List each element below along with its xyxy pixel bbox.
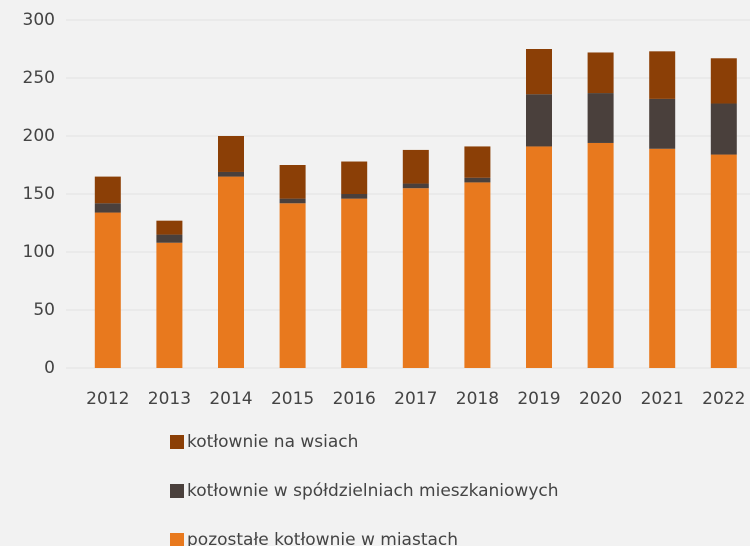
bar-segment xyxy=(526,94,552,147)
bar-segment xyxy=(218,136,244,172)
y-tick-label: 300 xyxy=(23,10,55,30)
x-tick-label: 2020 xyxy=(579,389,622,409)
y-tick-label: 250 xyxy=(23,68,55,88)
bar-segment xyxy=(710,154,737,368)
x-tick-label: 2013 xyxy=(148,389,191,409)
bar-segment xyxy=(279,203,306,368)
y-tick-label: 0 xyxy=(44,358,55,378)
legend-swatch xyxy=(170,484,184,498)
bar-segment xyxy=(649,148,676,368)
x-tick-label: 2018 xyxy=(456,389,499,409)
bar-segment xyxy=(218,176,244,368)
bar-segment xyxy=(341,198,368,368)
x-tick-label: 2021 xyxy=(641,389,684,409)
bar-segment xyxy=(464,146,491,178)
bar-segment xyxy=(464,182,491,368)
legend-swatch xyxy=(170,435,184,449)
x-tick-label: 2016 xyxy=(333,389,376,409)
y-tick-label: 200 xyxy=(23,126,55,146)
bar-segment xyxy=(156,234,183,243)
x-tick-label: 2015 xyxy=(271,389,314,409)
bar-segment xyxy=(279,165,306,199)
x-tick-label: 2017 xyxy=(394,389,437,409)
bar-segment xyxy=(587,142,614,368)
bar-segment xyxy=(402,183,429,189)
bar-segment xyxy=(710,58,737,104)
bar-segment xyxy=(279,198,306,204)
y-tick-label: 50 xyxy=(33,300,55,320)
bar-segment xyxy=(526,49,552,95)
bar-segment xyxy=(402,149,429,184)
bar-segment xyxy=(464,177,491,183)
x-tick-label: 2012 xyxy=(86,389,129,409)
bar-segment xyxy=(341,194,368,199)
bar-segment xyxy=(649,98,676,149)
bar-segment xyxy=(341,161,368,194)
bar-segment xyxy=(587,52,614,94)
x-tick-label: 2022 xyxy=(702,389,745,409)
legend-swatch xyxy=(170,533,184,546)
legend-label: kotłownie w spółdzielniach mieszkaniowyc… xyxy=(187,481,559,501)
y-tick-label: 150 xyxy=(23,184,55,204)
bar-segment xyxy=(94,203,121,213)
bar-segment xyxy=(218,171,244,177)
bar-segment xyxy=(156,220,183,235)
bar-segment xyxy=(710,103,737,155)
legend-label: pozostałe kotłownie w miastach xyxy=(187,530,458,546)
x-tick-label: 2014 xyxy=(209,389,252,409)
x-tick-label: 2019 xyxy=(517,389,560,409)
legend-label: kotłownie na wsiach xyxy=(187,432,358,452)
bar-segment xyxy=(94,212,121,368)
bar-segment xyxy=(526,146,552,368)
y-tick-label: 100 xyxy=(23,242,55,262)
bar-segment xyxy=(94,176,121,204)
bar-segment xyxy=(649,51,676,99)
bar-segment xyxy=(402,188,429,368)
bar-segment xyxy=(587,93,614,143)
bar-segment xyxy=(156,242,183,368)
